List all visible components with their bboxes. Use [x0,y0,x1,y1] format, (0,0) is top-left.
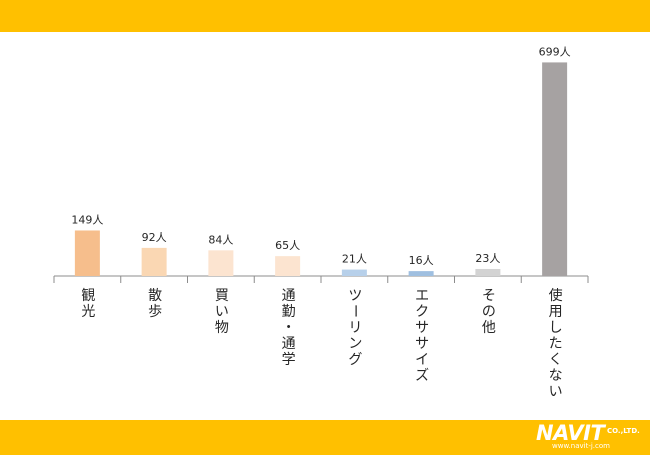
bar [475,268,501,276]
category-label-glyph: イ [415,352,429,368]
category-label-glyph: 散 [148,288,162,304]
category-label-glyph: な [549,368,563,384]
bar [542,62,568,276]
category-label-glyph: 他 [482,320,496,336]
bar [74,230,100,276]
data-label: 16人 [409,254,434,267]
category-label-glyph: ン [348,336,362,352]
category-label-glyph: ク [415,304,429,320]
logo-suffix: CO.,LTD. [607,427,640,435]
category-label-glyph: 使 [549,287,563,304]
category-label-glyph: い [215,304,229,320]
bar [408,271,434,276]
category-label-glyph: 勤 [282,304,296,320]
data-label: 21人 [342,253,367,266]
category-label-glyph: 通 [282,288,296,304]
bar [275,256,301,276]
category-label: その他 [482,288,496,336]
category-label-glyph: ズ [415,368,429,384]
category-label-glyph: 学 [282,352,296,368]
category-label-glyph: 通 [282,336,296,352]
category-label-glyph: し [549,320,563,336]
category-label-glyph: 観 [81,287,95,304]
data-label: 65人 [275,239,300,252]
bar [341,269,367,276]
bar [141,247,167,276]
category-label-glyph: 光 [81,304,95,320]
category-label: 買い物 [215,288,229,336]
logo-url: www.navit-j.com [552,442,610,450]
category-label-glyph: 歩 [148,304,162,320]
bar-chart: 149人観光92人散歩84人買い物65人通勤・通学21人ツーリング16人エクササ… [53,45,589,400]
category-label-glyph: い [549,384,563,400]
data-label: 84人 [208,233,233,246]
category-label-glyph: サ [415,336,429,352]
data-label: 699人 [539,45,571,58]
data-label: 149人 [71,213,103,226]
category-label: 通勤・通学 [282,288,296,368]
data-label: 23人 [475,252,500,265]
bar [208,250,234,276]
category-label-glyph: グ [348,352,362,368]
category-label-glyph: エ [415,288,429,304]
category-label-glyph: そ [482,288,496,304]
footer-band [0,420,650,455]
header-band [0,0,650,32]
category-label: 散歩 [148,288,162,320]
company-logo: NAVIT CO.,LTD. www.navit-j.com [536,421,640,452]
category-label-glyph: 買 [215,288,229,304]
category-label-glyph: た [549,336,563,352]
category-label-glyph: ツ [348,288,362,304]
category-label-glyph: ・ [282,320,296,336]
data-label: 92人 [142,231,167,244]
category-label-glyph: 物 [215,320,229,336]
category-label-glyph: ー [346,304,362,318]
category-label-glyph: く [549,352,563,368]
category-label: 観光 [81,287,95,320]
category-label-glyph: 用 [549,304,563,320]
category-label-glyph: サ [415,320,429,336]
logo-wordmark: NAVIT [536,421,605,445]
category-label-glyph: リ [348,320,362,336]
category-label-glyph: の [482,304,496,320]
